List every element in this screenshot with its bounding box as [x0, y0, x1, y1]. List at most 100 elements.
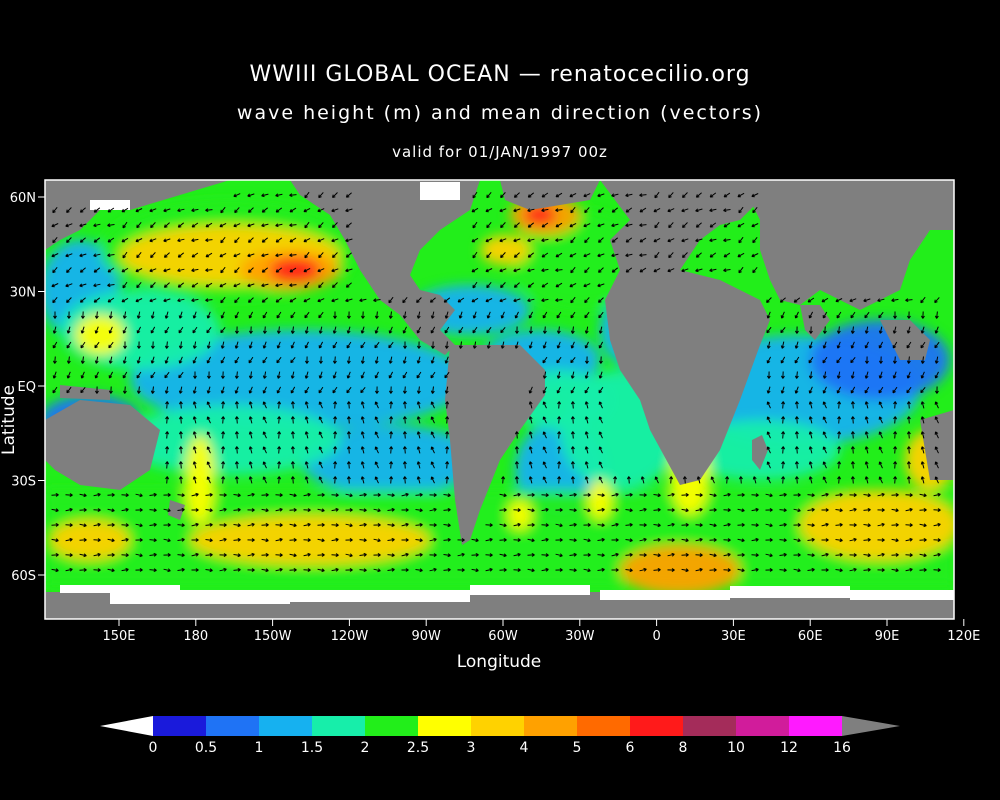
direction-arrow	[555, 493, 563, 498]
direction-arrow	[276, 311, 282, 319]
direction-arrow	[709, 192, 717, 198]
direction-arrow	[877, 492, 885, 497]
direction-arrow	[191, 268, 199, 273]
direction-arrow	[781, 431, 786, 439]
direction-arrow	[682, 252, 688, 258]
direction-arrow	[527, 282, 535, 288]
direction-arrow	[331, 537, 339, 542]
colorbar-swatch	[365, 716, 418, 736]
direction-arrow	[191, 222, 199, 228]
longitude-axis: 150E 180 150W 120W 90W 60W 30W 0 30E 60E 90E 120E	[102, 619, 980, 644]
direction-arrow	[527, 568, 535, 573]
direction-arrow	[765, 537, 773, 542]
direction-arrow	[443, 297, 451, 303]
direction-arrow	[542, 401, 547, 409]
direction-arrow	[387, 507, 395, 512]
direction-arrow	[528, 326, 533, 334]
direction-arrow	[234, 237, 240, 244]
direction-arrow	[317, 552, 325, 557]
direction-arrow	[346, 386, 352, 394]
direction-arrow	[893, 446, 898, 454]
direction-arrow	[541, 523, 549, 528]
direction-arrow	[891, 552, 899, 557]
direction-arrow	[332, 252, 338, 258]
direction-arrow	[878, 416, 883, 424]
direction-arrow	[205, 282, 213, 288]
direction-arrow	[332, 341, 338, 349]
direction-arrow	[303, 207, 311, 213]
direction-arrow	[247, 552, 255, 557]
direction-arrow	[808, 371, 813, 379]
direction-arrow	[906, 311, 911, 319]
colorbar-swatch	[736, 716, 789, 736]
direction-arrow	[499, 208, 507, 213]
direction-arrow	[570, 326, 575, 334]
direction-arrow	[108, 386, 113, 394]
direction-arrow	[275, 507, 283, 512]
direction-arrow	[191, 298, 199, 303]
direction-arrow	[178, 311, 183, 319]
direction-arrow	[165, 416, 170, 424]
direction-arrow	[289, 193, 297, 198]
direction-arrow	[346, 431, 351, 439]
direction-arrow	[598, 446, 603, 454]
direction-arrow	[878, 341, 884, 349]
direction-arrow	[934, 446, 939, 454]
direction-arrow	[136, 221, 142, 229]
direction-arrow	[66, 297, 72, 303]
direction-arrow	[863, 537, 871, 542]
direction-arrow	[528, 461, 533, 469]
direction-arrow	[93, 522, 101, 527]
direction-arrow	[93, 267, 101, 273]
direction-arrow	[821, 552, 829, 557]
direction-arrow	[206, 416, 211, 424]
direction-arrow	[388, 356, 393, 364]
direction-arrow	[219, 282, 227, 288]
direction-arrow	[933, 522, 941, 527]
direction-arrow	[864, 476, 869, 484]
direction-arrow	[723, 238, 731, 243]
direction-arrow	[836, 311, 842, 319]
map-title: WWIII GLOBAL OCEAN — renatocecilio.org	[249, 62, 751, 87]
direction-arrow	[177, 222, 185, 228]
direction-arrow	[906, 431, 911, 439]
direction-arrow	[822, 341, 827, 349]
direction-arrow	[779, 538, 787, 543]
direction-arrow	[318, 416, 323, 424]
direction-arrow	[723, 252, 731, 258]
direction-arrow	[401, 552, 409, 557]
direction-arrow	[331, 507, 339, 512]
direction-arrow	[584, 207, 590, 214]
direction-arrow	[654, 476, 659, 484]
direction-arrow	[277, 446, 282, 454]
direction-arrow	[794, 386, 799, 394]
direction-arrow	[850, 431, 855, 439]
direction-arrow	[374, 446, 379, 454]
direction-arrow	[501, 476, 506, 484]
direction-arrow	[835, 522, 843, 527]
land-11	[168, 500, 185, 520]
direction-arrow	[654, 191, 660, 199]
direction-arrow	[93, 568, 101, 573]
direction-arrow	[303, 552, 311, 557]
direction-arrow	[598, 386, 604, 394]
direction-arrow	[318, 192, 324, 199]
direction-arrow	[737, 252, 745, 258]
direction-arrow	[275, 223, 283, 228]
direction-arrow	[906, 416, 911, 424]
direction-arrow	[178, 356, 183, 364]
direction-arrow	[66, 371, 71, 379]
direction-arrow	[430, 356, 435, 364]
direction-arrow	[472, 311, 477, 319]
direction-arrow	[206, 371, 211, 379]
colorbar-label: 1	[255, 740, 264, 756]
direction-arrow	[389, 476, 394, 484]
direction-arrow	[248, 207, 254, 213]
direction-arrow	[584, 356, 589, 364]
direction-arrow	[625, 193, 633, 198]
ice-5	[730, 586, 850, 598]
direction-arrow	[878, 386, 884, 394]
direction-arrow	[667, 538, 675, 543]
direction-arrow	[444, 326, 450, 334]
direction-arrow	[247, 492, 255, 497]
